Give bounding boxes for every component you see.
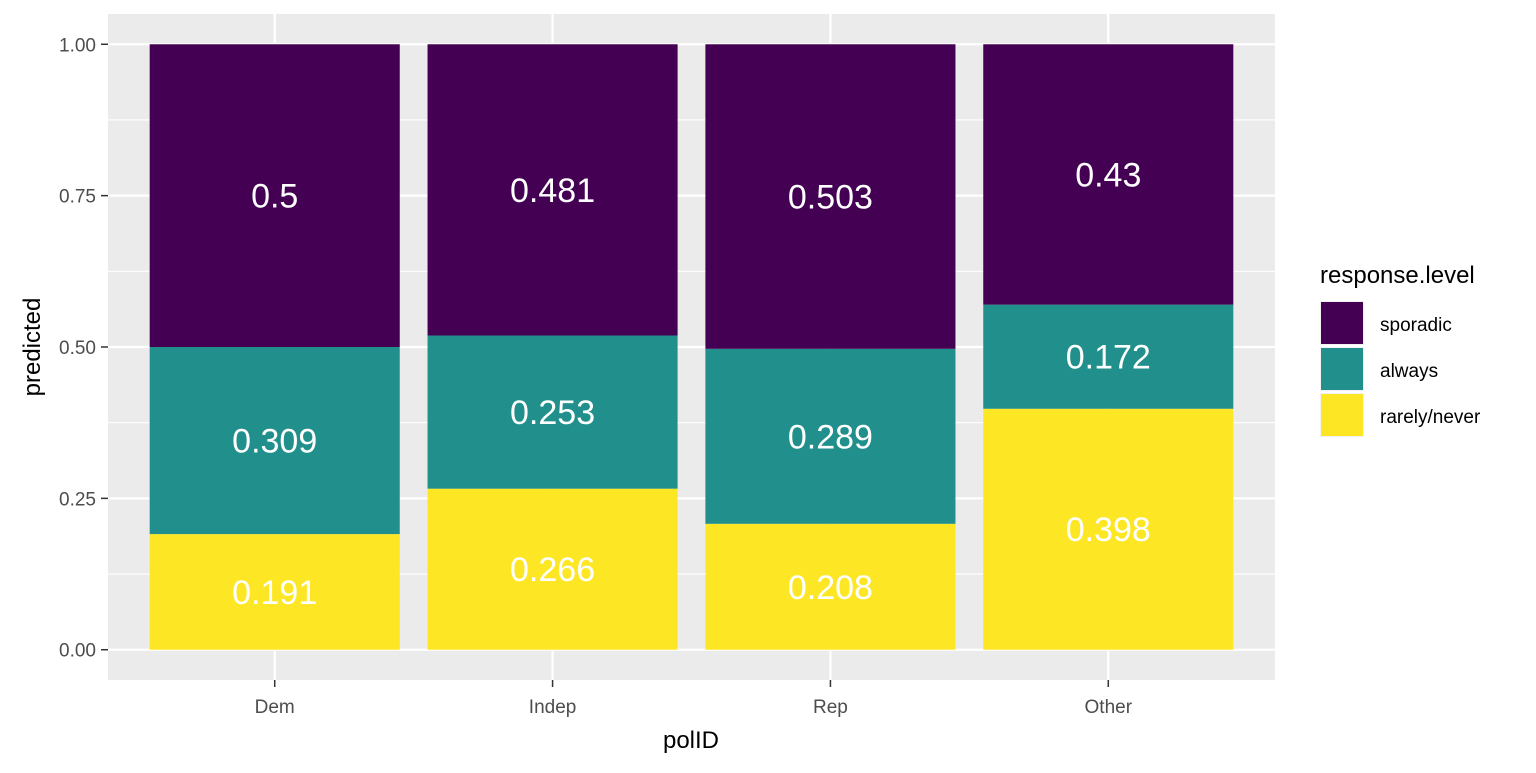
y-tick-label: 0.25 — [59, 489, 96, 510]
legend: response.level sporadic always rarely/neve… — [1320, 262, 1481, 437]
bar-segment-rep-sporadic — [705, 44, 956, 349]
bar-value-label: 0.309 — [232, 423, 317, 461]
bar-segment-rep-rarely-never — [705, 523, 956, 650]
legend-label: rarely/never — [1380, 407, 1481, 428]
legend-label: sporadic — [1380, 315, 1452, 336]
bar-value-label: 0.289 — [788, 418, 873, 456]
bar-segment-other-always — [983, 304, 1234, 409]
bar-segment-other-rarely-never — [983, 408, 1234, 650]
bar-value-label: 0.503 — [788, 179, 873, 217]
bar-segment-indep-always — [427, 335, 678, 489]
bar-value-label: 0.191 — [232, 574, 317, 612]
y-axis: 0.00 0.25 0.50 0.75 1.00 — [59, 35, 108, 662]
x-tick-label: Other — [1085, 697, 1133, 718]
y-tick-label: 0.00 — [59, 641, 96, 662]
bar-value-label: 0.266 — [510, 551, 595, 589]
bar-value-label: 0.481 — [510, 172, 595, 210]
y-tick-label: 0.75 — [59, 187, 96, 208]
bar-value-label: 0.398 — [1066, 511, 1151, 549]
bar-value-label: 0.172 — [1066, 339, 1151, 377]
bar-segment-other-sporadic — [983, 44, 1234, 305]
x-tick-label: Dem — [255, 697, 295, 718]
legend-swatch — [1321, 348, 1363, 390]
x-tick-label: Rep — [813, 697, 848, 718]
y-tick-label: 0.50 — [59, 338, 96, 359]
bar-value-label: 0.253 — [510, 394, 595, 432]
bar-segment-indep-rarely-never — [427, 488, 678, 650]
legend-swatch — [1321, 394, 1363, 436]
bar-segment-dem-sporadic — [149, 44, 400, 347]
legend-items: sporadic always rarely/never — [1320, 301, 1481, 437]
x-axis: Dem Indep Rep Other — [255, 680, 1133, 718]
y-tick-label: 1.00 — [59, 35, 96, 56]
x-tick-label: Indep — [529, 697, 577, 718]
bar-value-label: 0.208 — [788, 569, 873, 607]
bar-value-label: 0.43 — [1075, 156, 1141, 194]
x-axis-title: polID — [663, 727, 719, 754]
legend-title: response.level — [1320, 262, 1475, 289]
bar-segment-rep-always — [705, 348, 956, 524]
bars — [149, 44, 1234, 650]
bar-segment-dem-always — [149, 347, 400, 535]
bar-value-labels: 0.191 0.309 0.5 0.266 0.253 0.481 0.208 0.289 0.… — [232, 156, 1151, 611]
legend-label: always — [1380, 361, 1438, 382]
bar-value-label: 0.5 — [251, 178, 298, 216]
y-axis-title: predicted — [19, 298, 46, 397]
legend-swatch — [1321, 302, 1363, 344]
bar-segment-dem-rarely-never — [149, 534, 400, 650]
bar-segment-indep-sporadic — [427, 44, 678, 336]
